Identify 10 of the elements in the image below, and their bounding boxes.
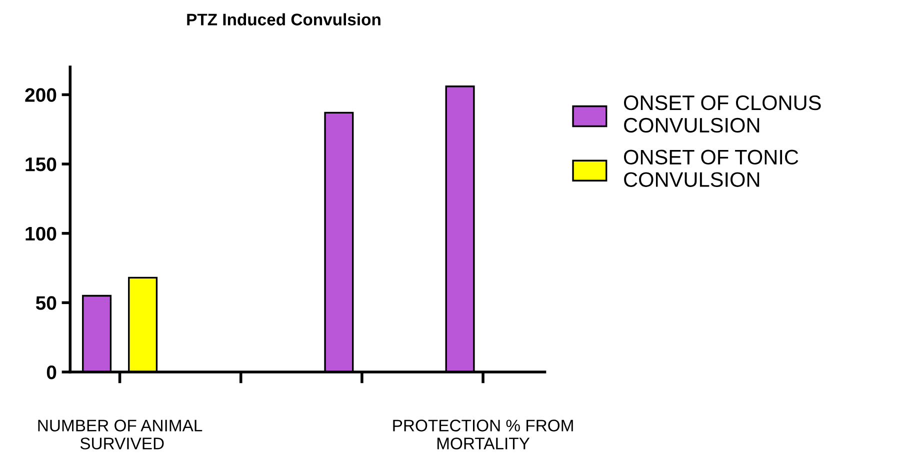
y-tick-label: 0	[46, 365, 56, 380]
y-tick-label: 150	[26, 157, 56, 172]
y-tick-label: 200	[25, 88, 56, 102]
x-tick-label: NUMBER OF ANIMAL SURVIVED	[38, 420, 202, 450]
legend-label: ONSET OF CLONUS CONVULSION	[624, 95, 821, 133]
y-tick-label: 100	[26, 226, 56, 241]
legend-label: ONSET OF TONIC CONVULSION	[624, 150, 798, 187]
y-tick-label: 50	[36, 296, 56, 310]
x-tick-label: PROTECTION % FROM MORTALITY	[393, 420, 573, 450]
chart-title: PTZ Induced Convulsion	[187, 13, 380, 26]
